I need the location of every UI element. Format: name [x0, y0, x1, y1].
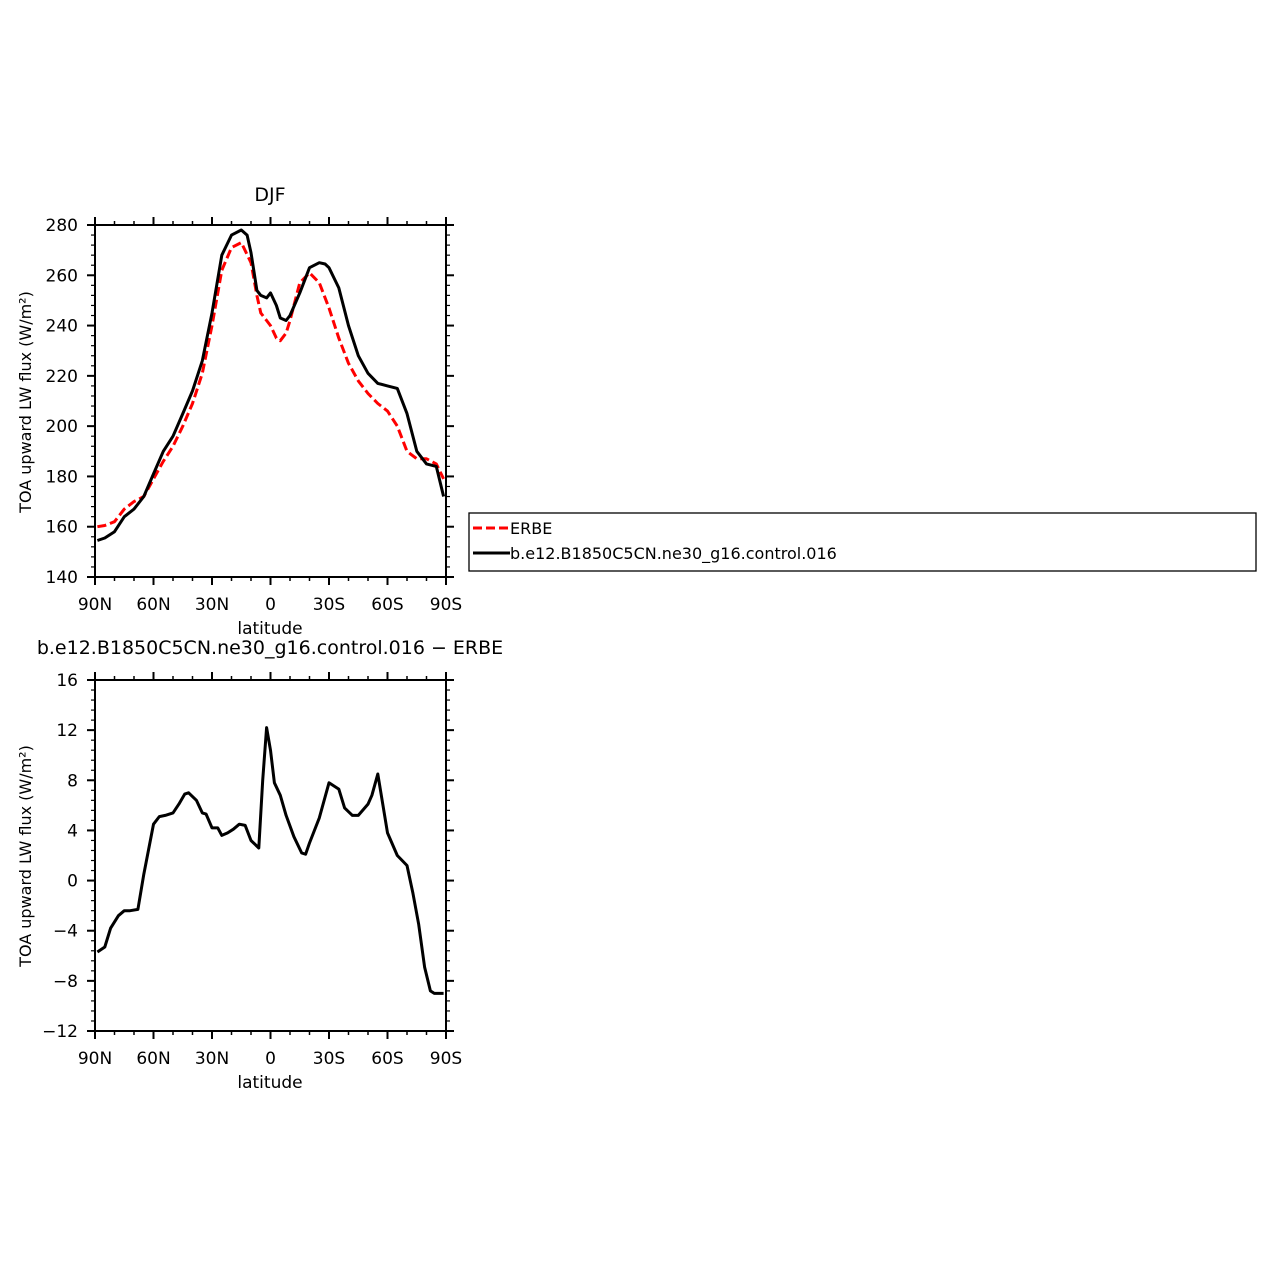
top-panel: DJF 90N 60N 30N 0 30S 60S 90S 140 160 180 200 220 24… — [16, 184, 462, 639]
legend-label-model: b.e12.B1850C5CN.ne30_g16.control.016 — [510, 544, 837, 564]
bottom-ytick-label: 12 — [56, 721, 78, 741]
bottom-ytick-label: 8 — [67, 771, 78, 791]
bottom-ytick-label: 4 — [67, 821, 78, 841]
bottom-panel-axes: 90N 60N 30N 0 30S 60S 90S −12 −8 −4 0 4 8 12 16 — [42, 671, 462, 1069]
bottom-ytick-label: −4 — [53, 922, 78, 942]
bottom-xtick-label: 0 — [265, 1049, 276, 1069]
top-series-line-1 — [97, 241, 445, 529]
top-panel-axes: 90N 60N 30N 0 30S 60S 90S 140 160 180 200 220 240 260… — [46, 216, 463, 615]
top-ytick-label: 140 — [46, 568, 78, 588]
top-panel-series — [96, 228, 446, 542]
top-xtick-label: 30S — [313, 595, 345, 615]
top-series-line-2 — [96, 228, 446, 542]
top-ytick-label: 280 — [46, 216, 78, 236]
top-panel-xlabel: latitude — [237, 619, 302, 639]
bottom-xtick-label: 60S — [371, 1049, 403, 1069]
top-ytick-label: 220 — [46, 367, 78, 387]
top-xtick-label: 90S — [430, 595, 462, 615]
bottom-series-line-1 — [96, 726, 444, 995]
bottom-panel-series — [96, 726, 444, 995]
top-plot-frame — [94, 224, 447, 578]
bottom-panel-ylabel: TOA upward LW flux (W/m²) — [16, 745, 35, 968]
top-ytick-label: 200 — [46, 417, 78, 437]
bottom-xtick-label: 90S — [430, 1049, 462, 1069]
top-panel-title: DJF — [254, 184, 285, 206]
bottom-ytick-label: 16 — [56, 671, 78, 691]
top-ytick-label: 260 — [46, 266, 78, 286]
bottom-xtick-label: 90N — [78, 1049, 112, 1069]
bottom-xtick-label: 60N — [136, 1049, 170, 1069]
top-panel-ylabel: TOA upward LW flux (W/m²) — [16, 291, 35, 514]
top-xtick-label: 90N — [78, 595, 112, 615]
top-ytick-label: 180 — [46, 467, 78, 487]
top-xtick-label: 30N — [195, 595, 229, 615]
bottom-xtick-label: 30S — [313, 1049, 345, 1069]
top-ytick-label: 160 — [46, 518, 78, 538]
legend-label-erbe: ERBE — [510, 519, 552, 538]
bottom-ytick-label: −12 — [42, 1022, 78, 1042]
bottom-panel-xlabel: latitude — [237, 1073, 302, 1093]
bottom-ytick-label: 0 — [67, 872, 78, 892]
bottom-panel-title: b.e12.B1850C5CN.ne30_g16.control.016 − E… — [37, 637, 503, 659]
top-xtick-label: 0 — [265, 595, 276, 615]
legend-box — [468, 512, 1257, 572]
bottom-ytick-label: −8 — [53, 972, 78, 992]
bottom-xtick-label: 30N — [195, 1049, 229, 1069]
legend: ERBE b.e12.B1850C5CN.ne30_g16.control.01… — [468, 512, 1257, 572]
top-xtick-label: 60N — [136, 595, 170, 615]
bottom-panel: b.e12.B1850C5CN.ne30_g16.control.016 − E… — [16, 637, 503, 1093]
top-xtick-label: 60S — [371, 595, 403, 615]
top-ytick-label: 240 — [46, 317, 78, 337]
